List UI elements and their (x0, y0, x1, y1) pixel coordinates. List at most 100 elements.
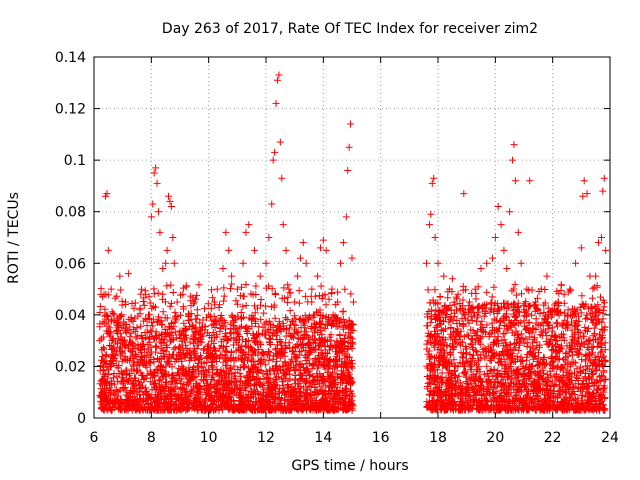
data-point (170, 259, 178, 267)
data-point (119, 337, 127, 345)
data-point (549, 311, 557, 319)
data-point (296, 254, 304, 262)
data-point (133, 324, 141, 332)
data-point (269, 156, 277, 164)
data-point (222, 228, 230, 236)
data-point (537, 285, 545, 293)
data-point (110, 311, 118, 319)
data-point (96, 337, 104, 345)
data-point (299, 239, 307, 247)
data-point (152, 164, 160, 172)
data-point (173, 298, 181, 306)
data-point (100, 290, 108, 298)
data-point (273, 76, 281, 84)
data-point (228, 272, 236, 280)
data-point (494, 203, 502, 211)
data-point (506, 208, 514, 216)
data-point (142, 290, 150, 298)
data-point (337, 259, 345, 267)
data-point (165, 192, 173, 200)
data-point (205, 311, 213, 319)
data-point (294, 272, 302, 280)
data-point (163, 246, 171, 254)
data-point (509, 156, 517, 164)
plot-frame (93, 56, 611, 419)
x-tick-label: 12 (257, 430, 275, 446)
data-point (282, 246, 290, 254)
data-point (526, 177, 534, 185)
data-point (153, 179, 161, 187)
x-tick-label: 10 (200, 430, 218, 446)
data-point (275, 71, 283, 79)
data-markers (96, 71, 610, 414)
x-tick-label: 6 (90, 430, 99, 446)
data-point (572, 259, 580, 267)
y-axis-title: ROTI / TECUs (6, 192, 22, 284)
data-point (316, 244, 324, 252)
data-point (602, 246, 610, 254)
data-point (434, 259, 442, 267)
data-point (523, 285, 531, 293)
data-point (242, 228, 250, 236)
data-point (440, 272, 448, 280)
data-point (425, 221, 433, 229)
data-point (431, 234, 439, 241)
data-point (185, 311, 193, 319)
data-point (460, 190, 468, 198)
data-point (579, 192, 587, 200)
data-point (347, 120, 355, 128)
data-point (566, 285, 574, 293)
x-tick-label: 14 (314, 430, 332, 446)
data-point (167, 203, 175, 211)
data-point (262, 259, 270, 267)
data-point (308, 285, 316, 293)
x-tick-label: 18 (429, 430, 447, 446)
data-point (169, 234, 177, 241)
data-point (116, 272, 124, 280)
y-tick-label: 0.08 (55, 205, 86, 221)
data-point (349, 298, 357, 306)
data-point (423, 259, 431, 267)
data-point (344, 166, 352, 174)
y-tick-label: 0 (77, 411, 86, 427)
data-point (600, 174, 608, 182)
data-point (147, 213, 155, 221)
data-point (256, 272, 264, 280)
axis-ticks (93, 56, 611, 419)
data-point (471, 285, 479, 293)
data-point (514, 228, 522, 236)
data-point (272, 99, 280, 107)
data-point (483, 259, 491, 267)
data-point (500, 246, 508, 254)
data-point (430, 174, 438, 182)
data-point (104, 246, 112, 254)
data-point (427, 210, 435, 218)
data-point (348, 254, 356, 262)
data-point (219, 264, 227, 272)
data-point (580, 177, 588, 185)
data-point (583, 190, 591, 198)
data-point (245, 221, 253, 229)
data-point (124, 270, 132, 278)
data-point (225, 246, 233, 254)
y-tick-label: 0.04 (55, 308, 86, 324)
data-point (271, 148, 279, 156)
data-point (319, 236, 327, 244)
data-point (511, 177, 519, 185)
dense-markers (96, 280, 610, 414)
data-point (599, 187, 607, 195)
data-point (339, 239, 347, 247)
data-point (466, 298, 474, 306)
data-point (159, 264, 167, 272)
data-point (488, 254, 496, 262)
data-point (136, 306, 144, 314)
data-point (510, 141, 518, 149)
data-point (107, 285, 115, 293)
data-point (150, 169, 158, 177)
data-point (156, 228, 164, 236)
data-point (127, 316, 135, 324)
y-tick-label: 0.1 (64, 153, 86, 169)
data-point (122, 298, 130, 306)
chart-title: Day 263 of 2017, Rate Of TEC Index for r… (162, 21, 538, 37)
